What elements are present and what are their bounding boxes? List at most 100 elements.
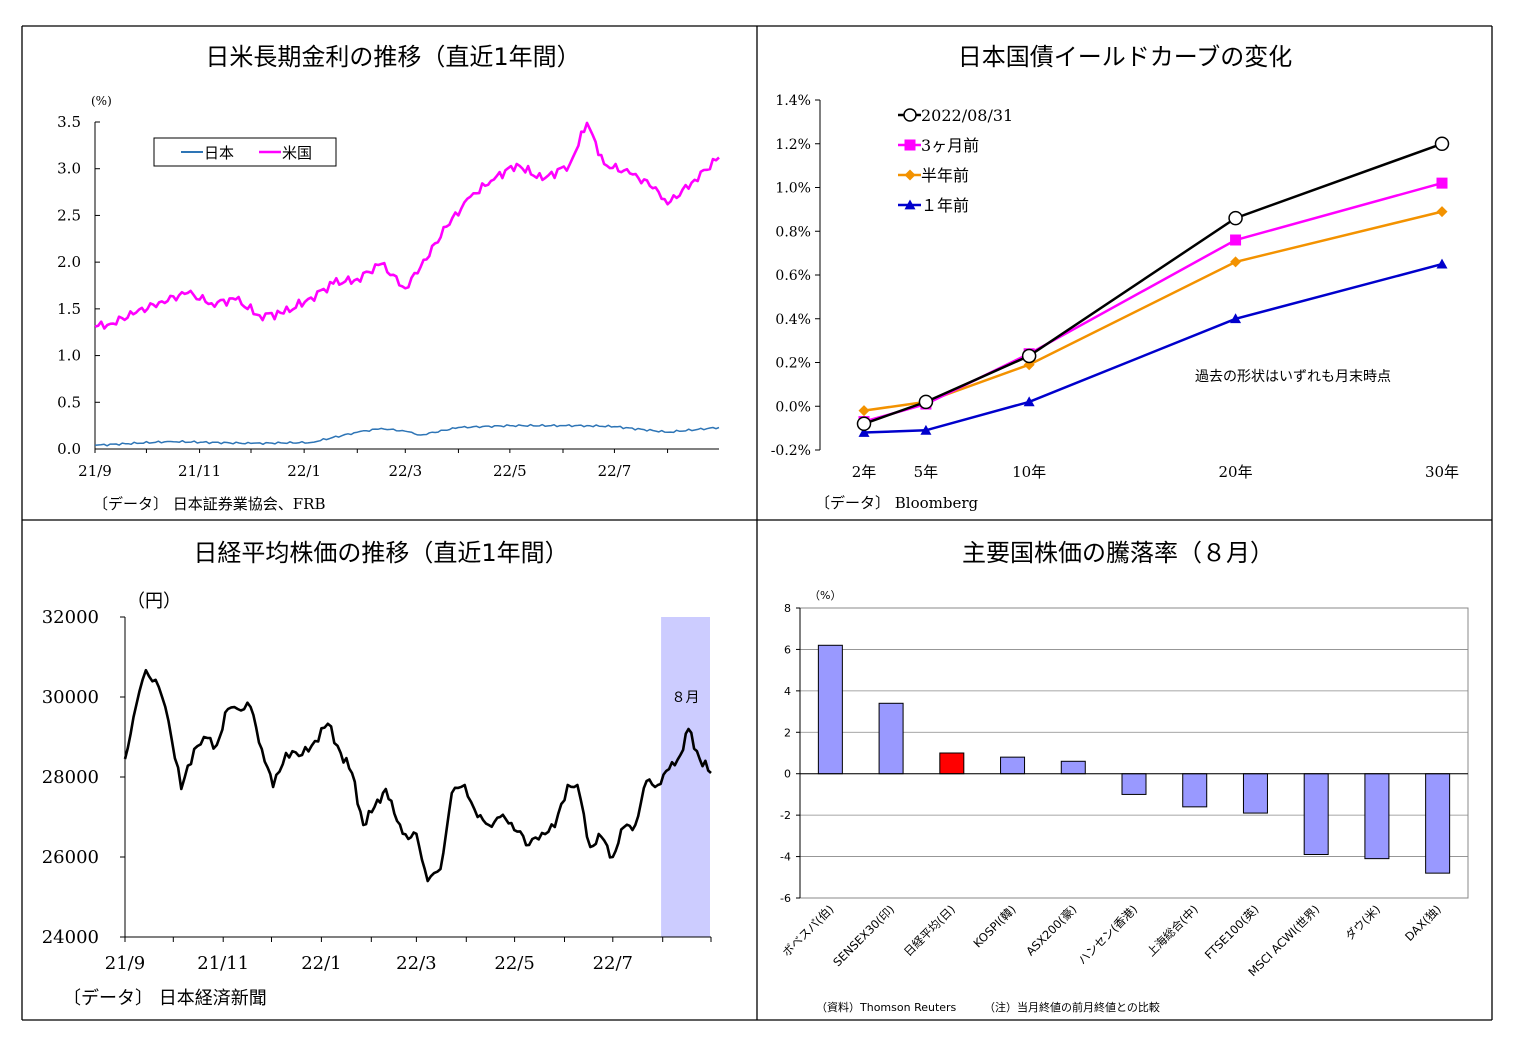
nikkei-price-line xyxy=(123,668,712,883)
rates-x-tick-label: 22/7 xyxy=(598,462,632,480)
stocks-bar xyxy=(878,702,904,775)
yield-legend-label: 2022/08/31 xyxy=(921,106,1013,125)
yield-point xyxy=(1436,177,1448,189)
rates-chart-title: 日米長期金利の推移（直近1年間） xyxy=(205,43,580,71)
yield-point xyxy=(1436,258,1448,269)
stocks-bar xyxy=(1425,773,1451,874)
rates-y-tick-label: 3.5 xyxy=(57,113,81,131)
rates-y-tick-label: 0.5 xyxy=(57,393,81,411)
yield-point xyxy=(1434,136,1450,151)
yield-legend-label: 3ヶ月前 xyxy=(921,136,979,155)
yield-point xyxy=(1436,206,1448,218)
stocks-bar xyxy=(1060,760,1086,775)
yield-x-tick-label: 20年 xyxy=(1219,463,1253,481)
yield-x-tick-label: 30年 xyxy=(1425,463,1459,481)
yield-series-line xyxy=(863,262,1443,434)
yield-chart-title: 日本国債イールドカーブの変化 xyxy=(958,43,1293,71)
stocks-bar xyxy=(1303,773,1329,855)
stocks-y-tick-label: -6 xyxy=(780,892,791,905)
stocks-category-label: ボベスパ(伯) xyxy=(779,902,836,959)
stocks-y-tick-label: 4 xyxy=(784,685,791,698)
rates-y-tick-label: 1.5 xyxy=(57,300,81,318)
nikkei-x-tick-label: 21/11 xyxy=(197,953,249,974)
rates-x-tick-label: 22/1 xyxy=(287,462,321,480)
stocks-category-label: 日経平均(日) xyxy=(901,902,958,959)
rates-y-tick-label: 1.0 xyxy=(57,347,81,365)
yield-y-tick-label: 1.0% xyxy=(775,181,811,197)
nikkei-x-tick-label: 22/3 xyxy=(396,953,436,974)
nikkei-unit-label: （円） xyxy=(127,591,181,612)
yield-legend-label: １年前 xyxy=(921,196,969,215)
nikkei-x-tick-label: 22/7 xyxy=(593,953,633,974)
yield-y-tick-label: 0.0% xyxy=(775,399,811,415)
nikkei-chart: 日経平均株価の推移（直近1年間） （円） 〔データ〕 日本経済新聞 ８月 240… xyxy=(42,539,712,1009)
stocks-y-tick-label: -4 xyxy=(780,851,791,864)
stocks-note: （注）当月終値の前月終値との比較 xyxy=(984,1000,1160,1014)
yield-point xyxy=(1228,210,1243,226)
yield-point xyxy=(1230,313,1242,324)
yield-point xyxy=(920,424,932,435)
stocks-category-label: FTSE100(英) xyxy=(1202,902,1262,962)
rates-chart-panel: 日米長期金利の推移（直近1年間） (%) 〔データ〕 日本証券業協会、FRB 0… xyxy=(23,27,756,519)
rates-legend: 日本 米国 xyxy=(153,137,337,167)
rates-x-tick-label: 21/9 xyxy=(78,462,112,480)
nikkei-y-tick-label: 30000 xyxy=(42,687,99,708)
yield-chart: 日本国債イールドカーブの変化 過去の形状はいずれも月末時点 〔データ〕 Bloo… xyxy=(771,43,1459,512)
nikkei-y-tick-label: 32000 xyxy=(42,607,99,628)
yield-y-tick-label: 0.2% xyxy=(775,356,811,372)
nikkei-x-tick-label: 21/9 xyxy=(105,953,145,974)
yield-y-tick-label: 0.8% xyxy=(775,224,811,240)
stocks-bar xyxy=(1242,773,1268,814)
stocks-bar xyxy=(1364,773,1390,860)
stocks-y-tick-label: 6 xyxy=(784,643,791,656)
yield-point xyxy=(1230,256,1242,268)
yield-legend-marker xyxy=(904,199,916,210)
rates-x-tick-label: 22/5 xyxy=(493,462,527,480)
stocks-category-label: 上海総合(中) xyxy=(1144,902,1201,959)
yield-point xyxy=(858,427,870,437)
rates-y-tick-label: 2.0 xyxy=(57,253,81,271)
us-yield-line xyxy=(94,121,720,330)
stocks-bar xyxy=(939,752,965,775)
stocks-chart-title: 主要国株価の騰落率（８月） xyxy=(962,539,1274,567)
rates-source: 〔データ〕 日本証券業協会、FRB xyxy=(93,495,326,513)
rates-x-tick-label: 21/11 xyxy=(178,462,221,480)
stocks-bar xyxy=(1182,773,1208,808)
stocks-source: （資料）Thomson Reuters xyxy=(816,1000,957,1014)
stocks-bar xyxy=(817,644,843,775)
yield-legend-marker xyxy=(904,169,916,181)
stocks-category-label: ハンセン(香港) xyxy=(1075,902,1140,967)
yield-y-tick-label: -0.2% xyxy=(771,443,811,459)
stocks-bar xyxy=(1121,773,1147,795)
rates-x-tick-label: 22/3 xyxy=(388,462,422,480)
stocks-bar xyxy=(1000,756,1026,775)
yield-point xyxy=(858,405,870,417)
stocks-y-tick-label: 2 xyxy=(784,726,791,739)
nikkei-chart-panel: 日経平均株価の推移（直近1年間） （円） 〔データ〕 日本経済新聞 ８月 240… xyxy=(23,521,756,1019)
yield-legend-marker xyxy=(903,108,917,122)
yield-point xyxy=(1230,234,1242,246)
august-highlight-band xyxy=(661,617,710,937)
stocks-category-label: DAX(独) xyxy=(1402,902,1444,944)
legend-japan-label: 日本 xyxy=(204,144,234,162)
nikkei-x-tick-label: 22/1 xyxy=(301,953,341,974)
rates-unit-label: (%) xyxy=(91,94,112,108)
nikkei-chart-title: 日経平均株価の推移（直近1年間） xyxy=(193,539,568,567)
stocks-unit-label: （%） xyxy=(809,589,841,602)
yield-chart-panel: 日本国債イールドカーブの変化 過去の形状はいずれも月末時点 〔データ〕 Bloo… xyxy=(758,27,1491,519)
yield-y-tick-label: 0.4% xyxy=(775,312,811,328)
nikkei-y-tick-label: 24000 xyxy=(42,927,99,948)
yield-point xyxy=(1021,348,1037,364)
yield-y-tick-label: 1.4% xyxy=(775,93,811,109)
nikkei-y-tick-label: 26000 xyxy=(42,847,99,868)
yield-y-tick-label: 0.6% xyxy=(775,268,811,284)
yield-source: 〔データ〕 Bloomberg xyxy=(815,494,979,512)
rates-y-tick-label: 2.5 xyxy=(57,206,81,224)
yield-point xyxy=(1023,396,1035,407)
nikkei-y-tick-label: 28000 xyxy=(42,767,99,788)
stocks-y-tick-label: -2 xyxy=(780,809,791,822)
nikkei-source: 〔データ〕 日本経済新聞 xyxy=(63,988,267,1009)
stocks-chart-panel: 主要国株価の騰落率（８月） （%） （資料）Thomson Reuters （注… xyxy=(758,521,1491,1019)
yield-legend-marker xyxy=(904,139,916,151)
